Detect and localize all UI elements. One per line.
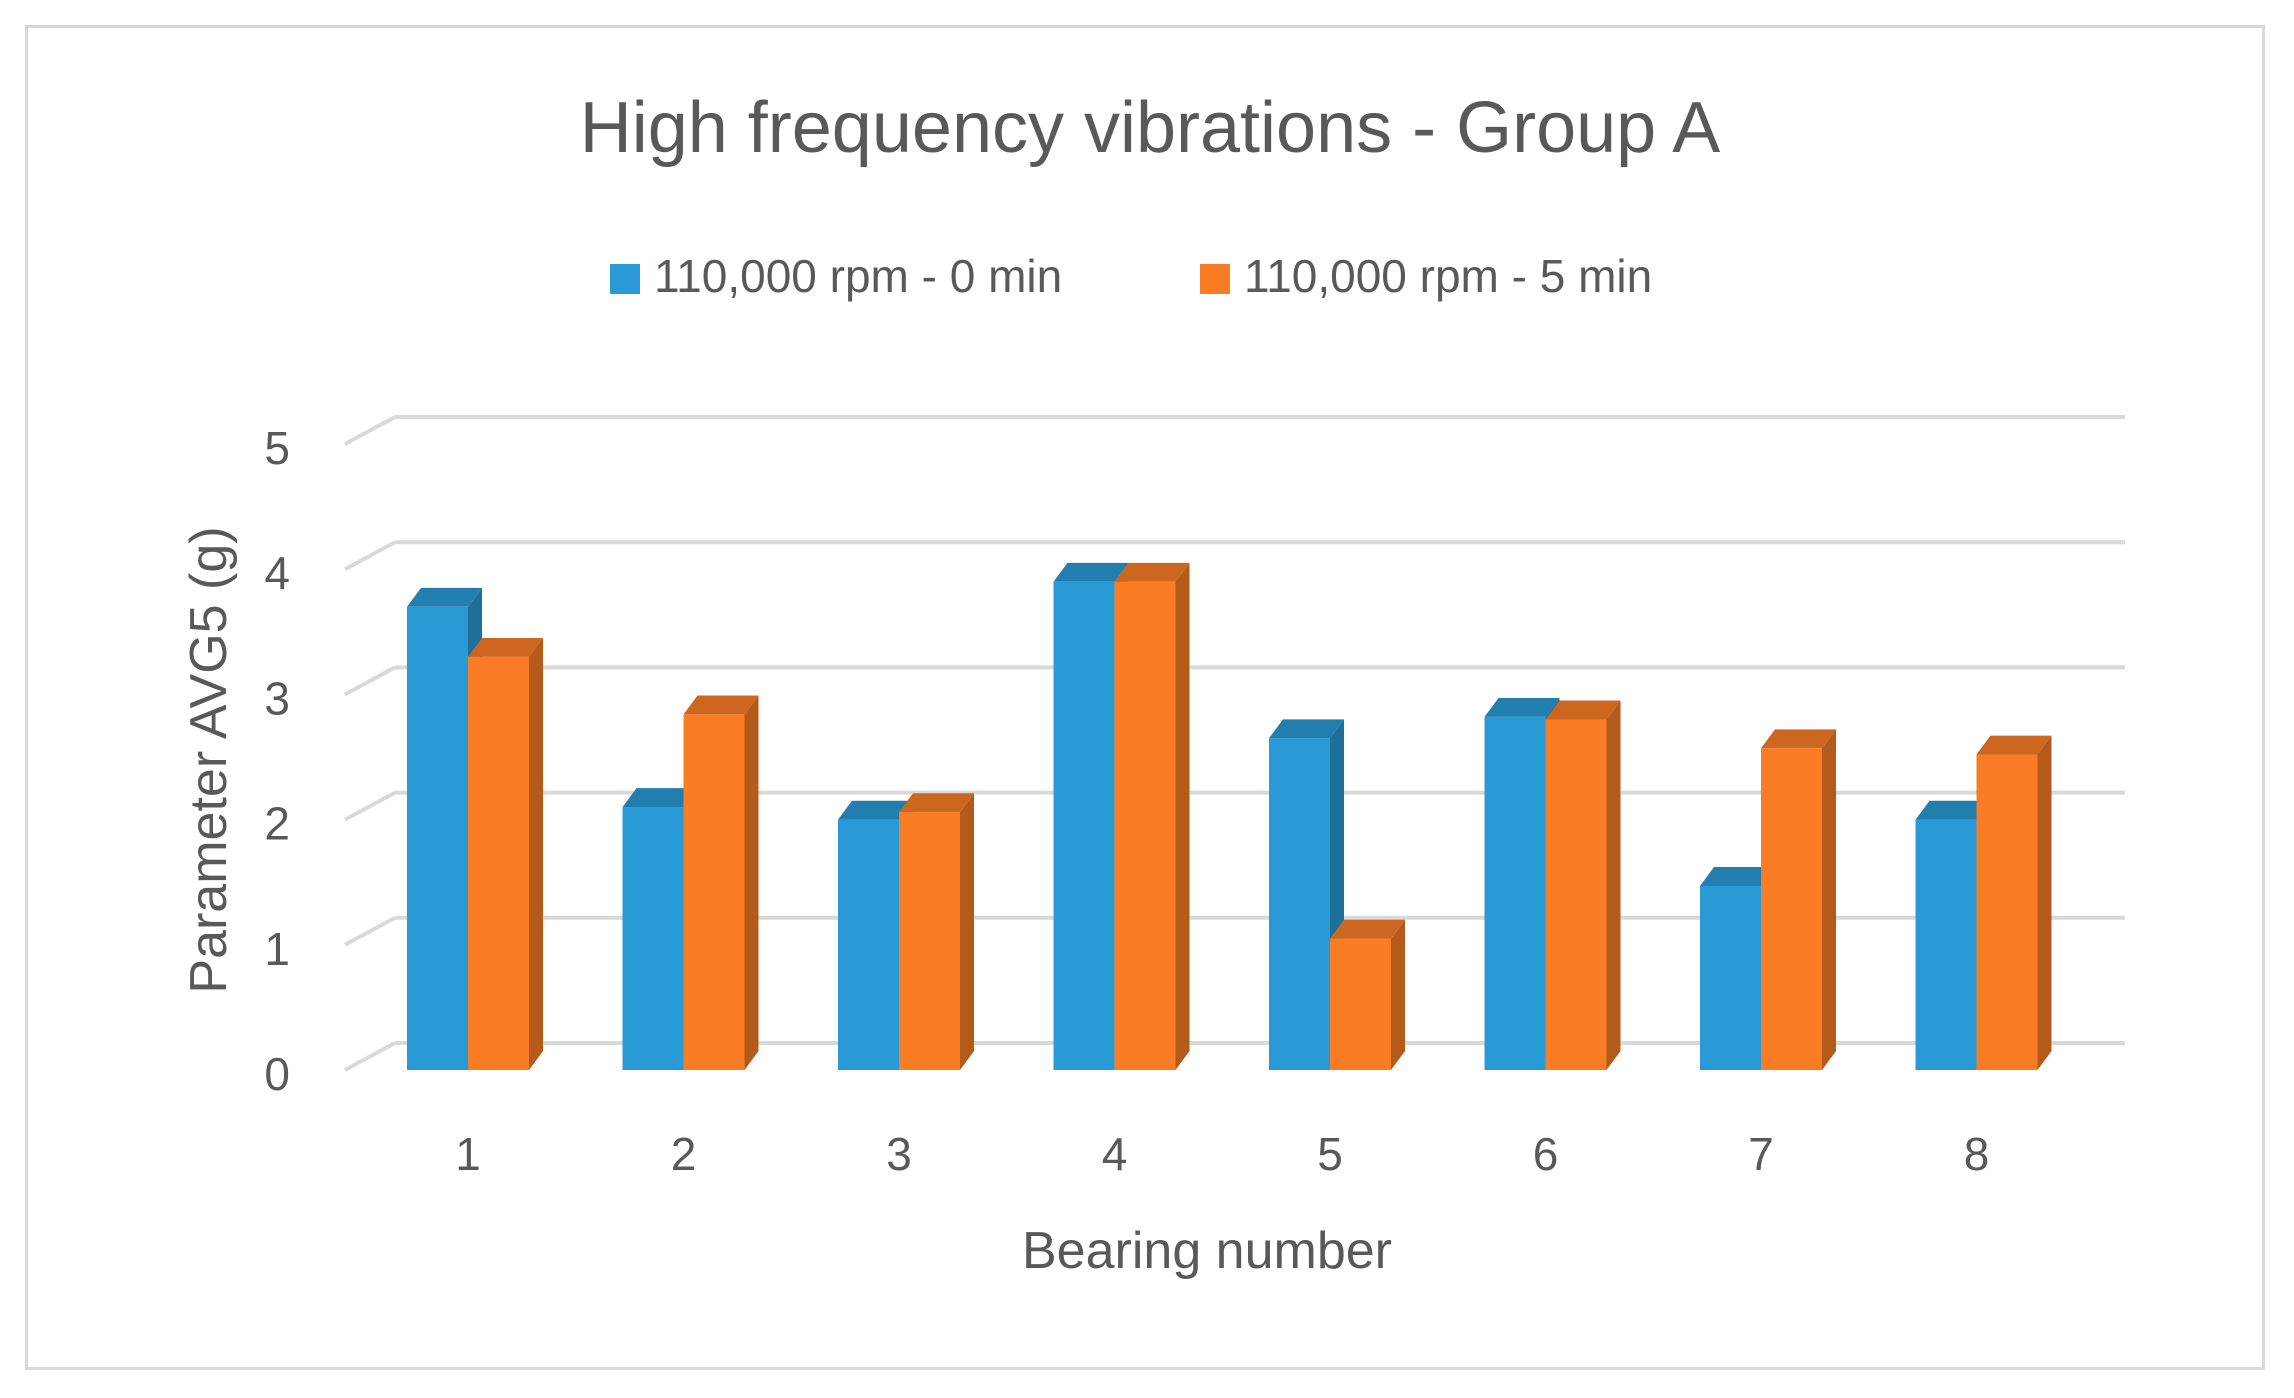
y-tick-label-3: 3 [264,672,290,724]
legend-swatch-series-2 [1200,264,1230,294]
x-tick-label-4: 4 [1102,1128,1128,1180]
chart-title: High frequency vibrations - Group A [580,88,1721,168]
bar-front [1484,716,1546,1070]
bar-series-2-bearing-6 [1545,700,1621,1070]
bar-top [1114,562,1190,582]
bar-side [960,793,974,1070]
bar-side [1391,919,1405,1070]
gridline-side-0 [344,1041,396,1072]
bar-top [1915,800,1991,820]
x-tick-label-6: 6 [1533,1128,1559,1180]
bar-top [899,793,974,813]
gridline-side-5 [344,415,396,446]
gridline-side-2 [344,790,396,822]
x-tick-label-1: 1 [455,1128,481,1180]
bar-top [1761,729,1836,749]
legend-label-series-2: 110,000 rpm - 5 min [1244,250,1652,302]
bar-front [1915,819,1977,1070]
bar-side [1175,562,1190,1070]
bar-top [1976,735,2052,755]
bar-front [1545,719,1607,1070]
bar-side [529,637,543,1070]
bar-side [744,695,759,1070]
bar-series-2-bearing-7 [1761,729,1836,1070]
bar-top [683,695,759,715]
y-tick-label-2: 2 [264,798,290,850]
bar-front [622,807,684,1070]
y-tick-label-4: 4 [264,547,290,599]
y-axis-ticks: 0 1 2 3 4 5 [264,422,290,1100]
y-axis-label: Parameter AVG5 (g) [180,526,238,993]
bar-top [1700,867,1775,886]
bar-top [407,587,482,607]
bar-front [899,812,960,1070]
bar-top [838,800,913,820]
bar-top [1484,698,1560,717]
y-tick-label-5: 5 [264,422,290,474]
bar-series-2-bearing-5 [1330,919,1405,1070]
bar-front [407,606,468,1070]
gridline-side-4 [344,540,396,571]
bar-top [468,637,543,657]
bar-top [1053,562,1129,582]
x-tick-label-3: 3 [886,1128,912,1180]
bar-top [622,788,698,808]
bar-top [1269,719,1344,739]
bar-front [838,819,899,1070]
bar-top [1545,700,1621,720]
legend: 110,000 rpm - 0 min 110,000 rpm - 5 min [610,250,1652,302]
bar-front [1330,938,1391,1070]
bar-top [1330,919,1405,939]
bar-series-2-bearing-8 [1976,735,2052,1070]
gridlines [344,415,2125,1072]
bar-series-1-bearing-5 [1269,719,1344,1070]
bar-front [1053,581,1115,1070]
x-tick-label-7: 7 [1748,1128,1774,1180]
bar-front [683,714,745,1070]
x-axis-label: Bearing number [1022,1222,1392,1280]
gridline-side-1 [344,916,396,947]
bar-side [1822,729,1836,1070]
x-tick-label-8: 8 [1964,1128,1990,1180]
x-tick-label-5: 5 [1317,1128,1343,1180]
bar-side [1606,700,1621,1070]
bar-series-2-bearing-1 [468,637,543,1070]
gridline-side-3 [344,665,396,697]
bar-front [1114,581,1176,1070]
legend-swatch-series-1 [610,264,640,294]
bar-series-1-bearing-8 [1915,800,1991,1070]
x-axis-ticks: 1 2 3 4 5 6 7 8 [455,1128,1989,1180]
bar-front [1269,738,1330,1070]
bars [407,562,2052,1070]
bar-series-2-bearing-4 [1114,562,1190,1070]
bar-series-1-bearing-2 [622,788,698,1070]
y-tick-label-0: 0 [264,1048,290,1100]
bar-series-2-bearing-3 [899,793,974,1070]
bar-side [2037,735,2052,1070]
bar-series-2-bearing-2 [683,695,759,1070]
x-tick-label-2: 2 [671,1128,697,1180]
bar-front [468,656,529,1070]
bar-front [1761,748,1822,1070]
bar-front [1976,754,2038,1070]
y-tick-label-1: 1 [264,923,290,975]
legend-label-series-1: 110,000 rpm - 0 min [654,250,1062,302]
bar-front [1700,885,1761,1070]
